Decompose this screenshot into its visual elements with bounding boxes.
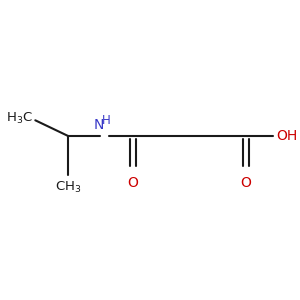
Text: CH$_3$: CH$_3$ <box>55 180 81 195</box>
Text: O: O <box>241 176 251 190</box>
Text: OH: OH <box>276 129 297 143</box>
Text: H: H <box>102 114 111 127</box>
Text: N: N <box>94 118 104 132</box>
Text: O: O <box>128 176 138 190</box>
Text: H$_3$C: H$_3$C <box>6 110 32 126</box>
